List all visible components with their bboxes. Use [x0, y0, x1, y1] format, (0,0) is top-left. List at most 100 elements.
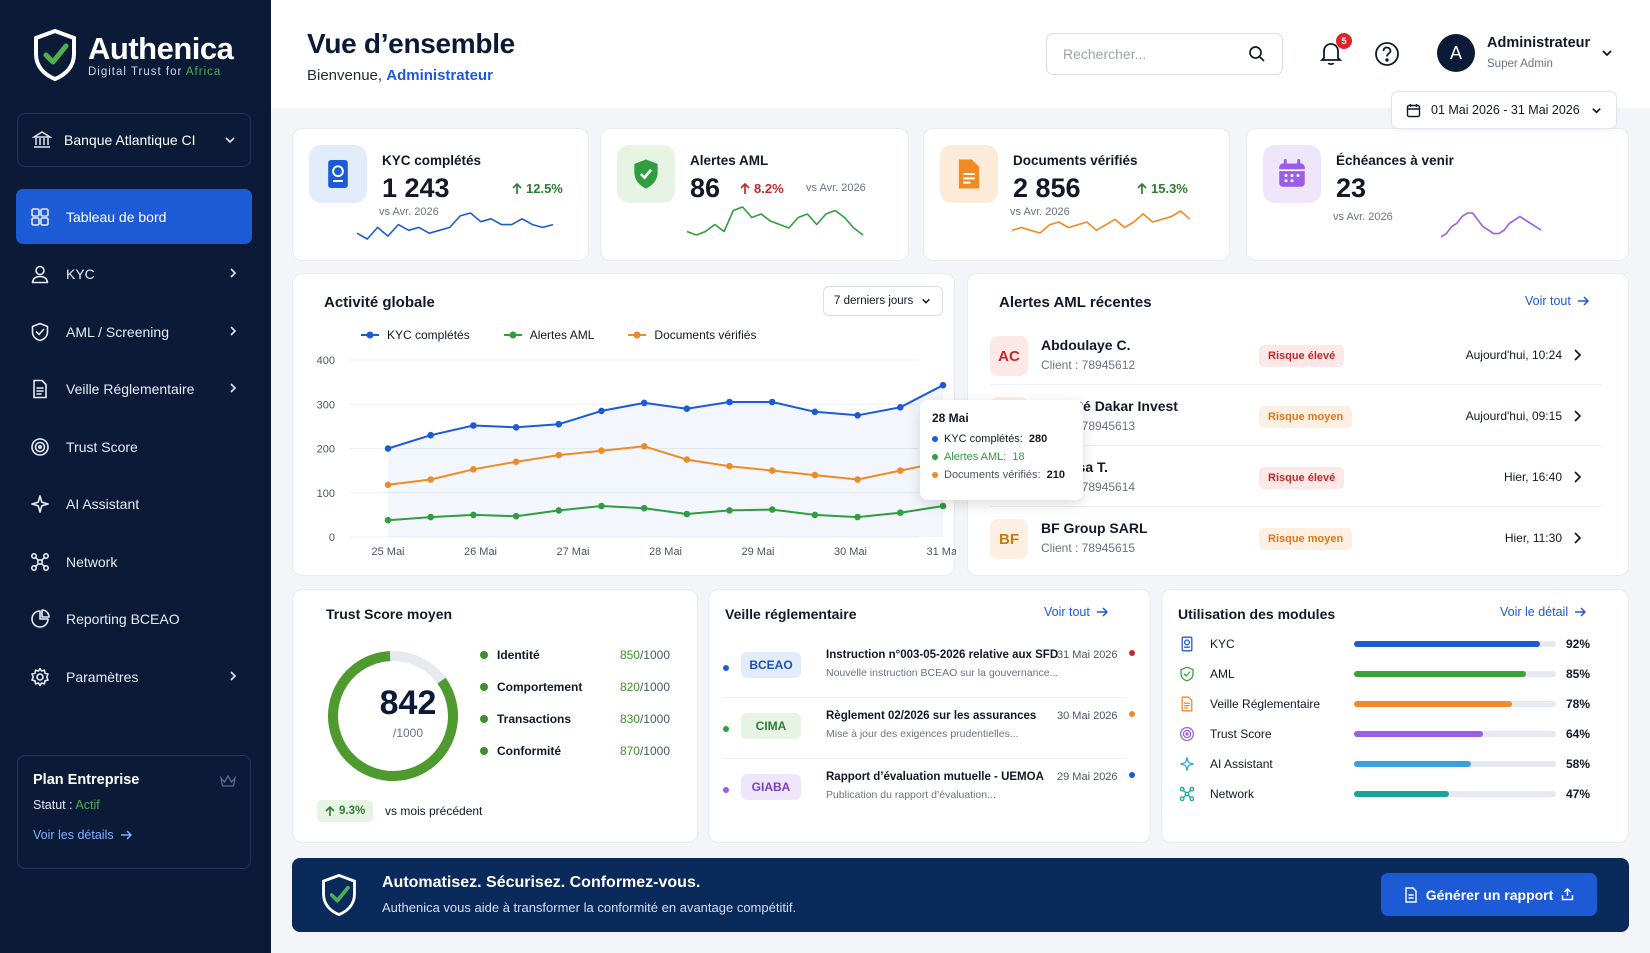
data-point[interactable] [897, 509, 904, 516]
generate-report-button[interactable]: Générer un rapport [1381, 873, 1597, 916]
sidebar-item-label: Paramètres [66, 668, 139, 685]
kpi-card[interactable]: Échéances à venir 23 vs Avr. 2026 [1246, 128, 1629, 261]
data-point[interactable] [555, 451, 563, 459]
target-icon [31, 437, 49, 456]
data-point[interactable] [555, 420, 563, 428]
data-point[interactable] [598, 407, 605, 415]
data-point[interactable] [598, 447, 605, 454]
data-point[interactable] [598, 502, 605, 510]
sidebar-item-trust-score[interactable]: Trust Score [16, 419, 252, 474]
data-point[interactable] [726, 462, 733, 470]
user-name[interactable]: Administrateur [1487, 35, 1591, 51]
data-point[interactable] [555, 507, 563, 514]
data-point[interactable] [897, 404, 904, 411]
module-progress-bar [1354, 671, 1556, 677]
legend-item[interactable]: Alertes AML [503, 328, 594, 342]
sidebar-item-aml-screening[interactable]: AML / Screening [16, 304, 252, 359]
notification-bell-icon[interactable] [1319, 40, 1343, 66]
trust-score-delta: 9.3% [317, 800, 374, 822]
user-avatar[interactable]: A [1437, 34, 1475, 72]
kpi-card[interactable]: KYC complétés 1 243 12.5% vs Avr. 2026 [292, 128, 589, 261]
data-point[interactable] [726, 398, 733, 406]
plan-card: Plan Entreprise Statut : Actif Voir les … [17, 755, 251, 869]
sidebar-item-network[interactable]: Network [16, 534, 252, 589]
data-point[interactable] [854, 513, 861, 521]
data-point[interactable] [897, 467, 904, 474]
data-point[interactable] [726, 507, 733, 514]
alert-row[interactable]: AC Abdoulaye C. Client : 78945612 Risque él… [990, 326, 1602, 385]
data-point[interactable] [811, 471, 819, 479]
target-icon [1179, 726, 1195, 742]
data-point[interactable] [811, 511, 819, 519]
organization-selector[interactable]: Banque Atlantique CI [17, 113, 251, 167]
x-tick-label: 31 Mai [926, 546, 956, 558]
data-point[interactable] [512, 512, 520, 520]
plan-details-link[interactable]: Voir les détails [33, 828, 235, 842]
regulatory-row[interactable]: CIMA Règlement 02/2026 sur les assurances… [723, 699, 1135, 759]
period-select[interactable]: 7 derniers jours [823, 286, 943, 316]
sidebar-item-reporting-bceao[interactable]: Reporting BCEAO [16, 592, 252, 647]
kpi-value: 86 [690, 173, 721, 203]
data-point[interactable] [811, 408, 819, 416]
data-point[interactable] [854, 412, 861, 419]
data-point[interactable] [384, 445, 392, 452]
data-point[interactable] [427, 431, 434, 439]
data-point[interactable] [854, 476, 861, 483]
data-point[interactable] [427, 513, 434, 521]
data-point[interactable] [640, 443, 648, 450]
alert-row[interactable]: BF BF Group SARL Client : 78945615 Risque m… [990, 509, 1602, 568]
series-line [387, 505, 944, 522]
kpi-card[interactable]: Alertes AML 86 8.2% vs Avr. 2026 [600, 128, 909, 261]
aml-view-all-link[interactable]: Voir tout [1525, 294, 1589, 308]
trust-score-card: Trust Score moyen 842 /1000 9.3% vs mois… [292, 589, 698, 843]
modules-detail-link[interactable]: Voir le détail [1500, 605, 1587, 619]
data-point[interactable] [683, 510, 691, 518]
data-point[interactable] [512, 424, 520, 431]
date-range-picker[interactable]: 01 Mai 2026 - 31 Mai 2026 [1391, 91, 1617, 129]
sidebar-item-label: AI Assistant [66, 496, 140, 512]
passport-icon [328, 160, 348, 188]
sidebar-item-ai-assistant[interactable]: AI Assistant [16, 477, 252, 532]
data-point[interactable] [939, 502, 947, 510]
sidebar-item-veille-r-glementaire[interactable]: Veille Réglementaire [16, 362, 252, 417]
search-input[interactable]: Rechercher... [1046, 33, 1283, 75]
kpi-card[interactable]: Documents vérifiés 2 856 15.3% vs Avr. 2026 [923, 128, 1230, 261]
data-point[interactable] [640, 504, 648, 512]
chevron-right-icon [1574, 349, 1582, 361]
data-point[interactable] [470, 466, 477, 473]
data-point[interactable] [470, 422, 477, 429]
legend-item[interactable]: Documents vérifiés [628, 328, 756, 342]
chevron-right-icon [230, 383, 237, 393]
data-point[interactable] [427, 476, 434, 483]
brand-logo[interactable]: Authenica Digital Trust for Africa [32, 28, 234, 82]
module-icon-wrap [1178, 755, 1196, 773]
regulatory-row[interactable]: GIABA Rapport d’évaluation mutuelle - UEM… [723, 760, 1135, 820]
data-point[interactable] [384, 516, 392, 524]
regulatory-view-all-link[interactable]: Voir tout [1044, 605, 1108, 619]
sidebar-item-tableau-de-bord[interactable]: Tableau de bord [16, 189, 252, 244]
data-point[interactable] [384, 481, 392, 489]
data-point[interactable] [683, 456, 691, 463]
help-icon[interactable] [1374, 41, 1400, 67]
data-point[interactable] [768, 398, 776, 406]
regulatory-row[interactable]: BCEAO Instruction n°003-05-2026 relative … [723, 638, 1135, 698]
data-point[interactable] [640, 399, 648, 407]
sidebar-item-param-tres[interactable]: Paramètres [16, 649, 252, 704]
data-point[interactable] [939, 381, 947, 389]
network-icon [30, 552, 50, 571]
data-point[interactable] [768, 506, 776, 513]
data-point[interactable] [470, 511, 477, 519]
sidebar-item-kyc[interactable]: KYC [16, 247, 252, 302]
crown-icon [220, 774, 236, 787]
legend-item[interactable]: KYC complétés [361, 328, 470, 342]
gear-icon [31, 667, 49, 686]
kpi-sparkline [1011, 210, 1191, 234]
document-icon [958, 159, 980, 189]
trust-score-dot [480, 715, 488, 723]
data-point[interactable] [683, 405, 691, 412]
data-point[interactable] [768, 467, 776, 474]
regulatory-title: Veille réglementaire [725, 606, 857, 622]
chevron-down-icon[interactable] [1601, 47, 1613, 59]
data-point[interactable] [512, 458, 520, 466]
legend-marker [628, 331, 647, 339]
